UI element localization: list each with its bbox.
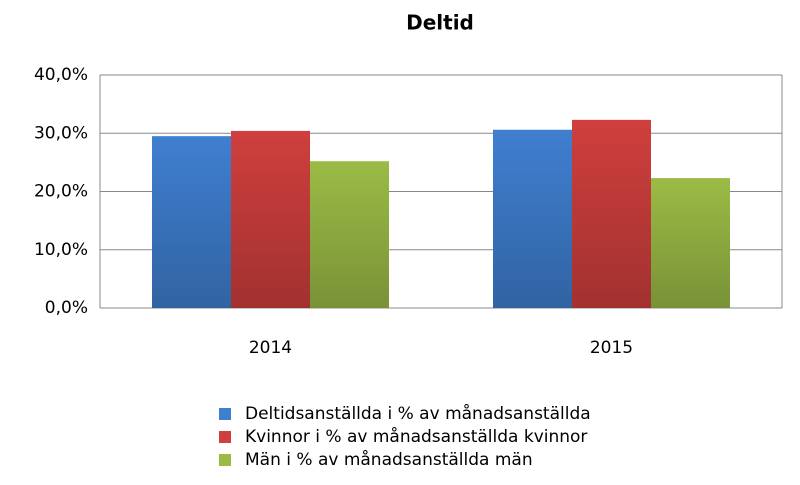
legend-swatch	[219, 454, 231, 466]
legend-swatch	[219, 408, 231, 420]
y-tick-label: 0,0%	[45, 298, 88, 318]
y-tick-label: 40,0%	[34, 65, 88, 85]
bar-shade	[231, 130, 310, 308]
chart-title: Deltid	[406, 11, 474, 35]
bar-shade	[310, 161, 389, 308]
y-tick-label: 30,0%	[34, 123, 88, 143]
bar-shade	[493, 129, 572, 308]
legend-swatch	[219, 431, 231, 443]
legend-label: Deltidsanställda i % av månadsanställda	[245, 403, 591, 424]
x-tick-label: 2014	[249, 338, 292, 358]
y-tick-label: 10,0%	[34, 240, 88, 260]
legend-label: Kvinnor i % av månadsanställda kvinnor	[245, 426, 587, 447]
bar-shade	[152, 136, 231, 308]
legend-label: Män i % av månadsanställda män	[245, 449, 533, 470]
bar-shade	[651, 178, 730, 308]
y-tick-label: 20,0%	[34, 182, 88, 202]
bar-shade	[572, 119, 651, 308]
x-tick-label: 2015	[590, 338, 633, 358]
